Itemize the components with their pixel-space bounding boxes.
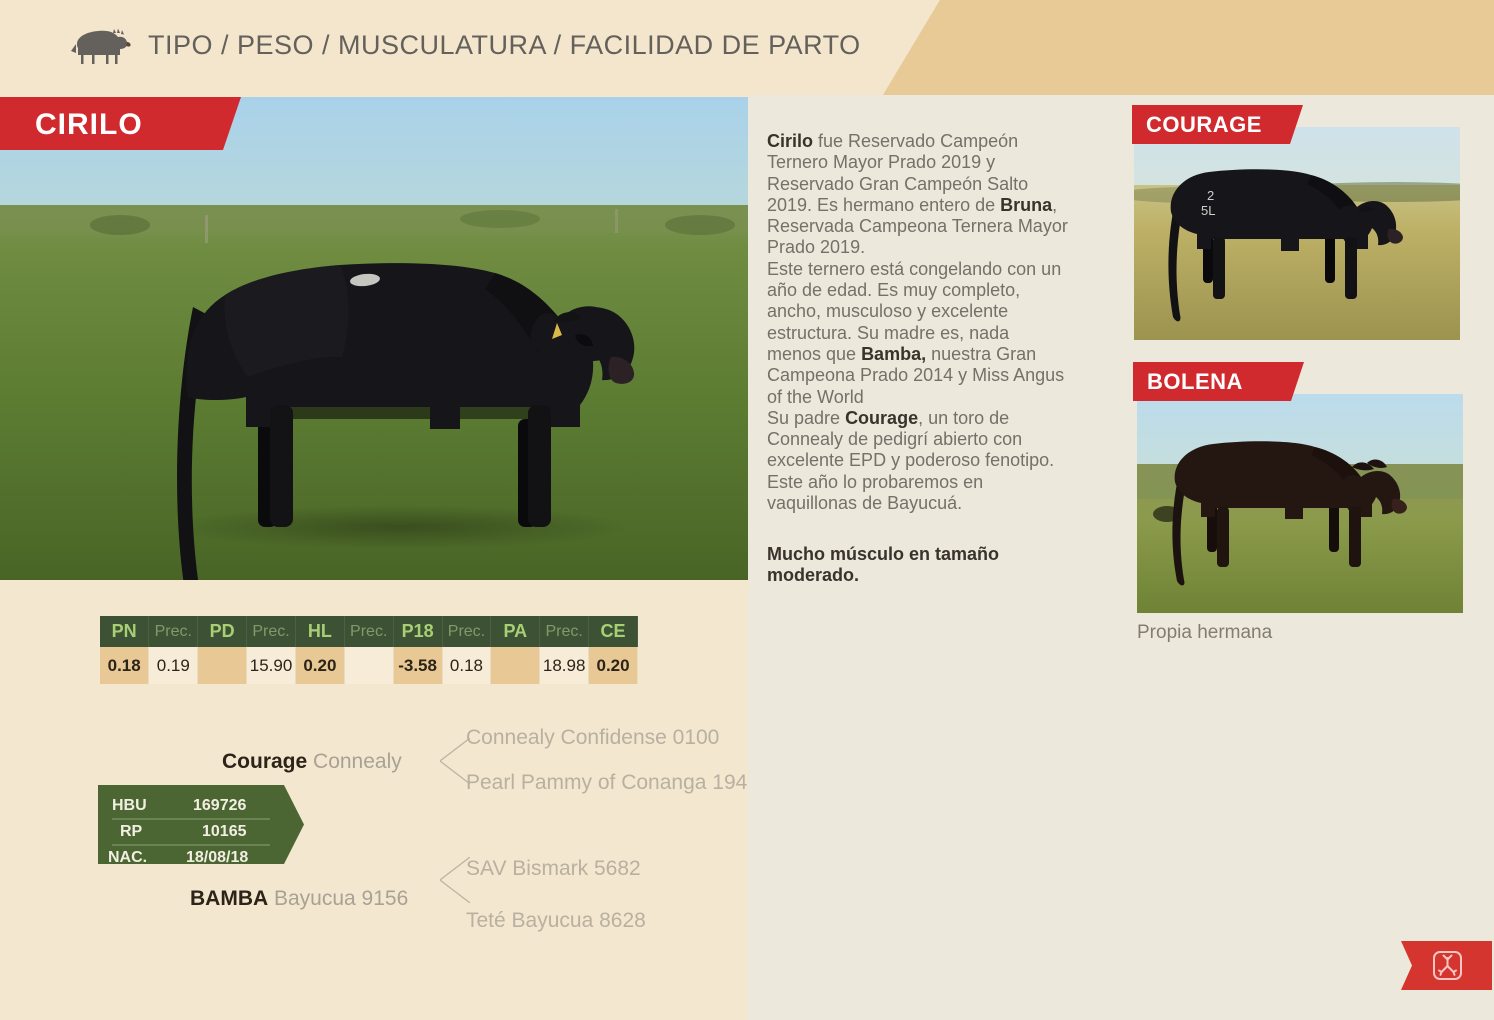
svg-text:2: 2: [1207, 188, 1214, 203]
svg-text:COURAGE: COURAGE: [1146, 112, 1262, 137]
svg-text:CIRILO: CIRILO: [35, 108, 143, 141]
svg-text:169726: 169726: [193, 797, 246, 814]
svg-text:RP: RP: [120, 823, 143, 840]
svg-text:18/08/18: 18/08/18: [186, 849, 248, 864]
svg-text:BOLENA: BOLENA: [1147, 369, 1243, 394]
svg-text:HBU: HBU: [112, 797, 147, 814]
svg-text:NAC.: NAC.: [108, 849, 147, 864]
svg-text:5L: 5L: [1201, 203, 1215, 218]
svg-text:10165: 10165: [202, 823, 247, 840]
